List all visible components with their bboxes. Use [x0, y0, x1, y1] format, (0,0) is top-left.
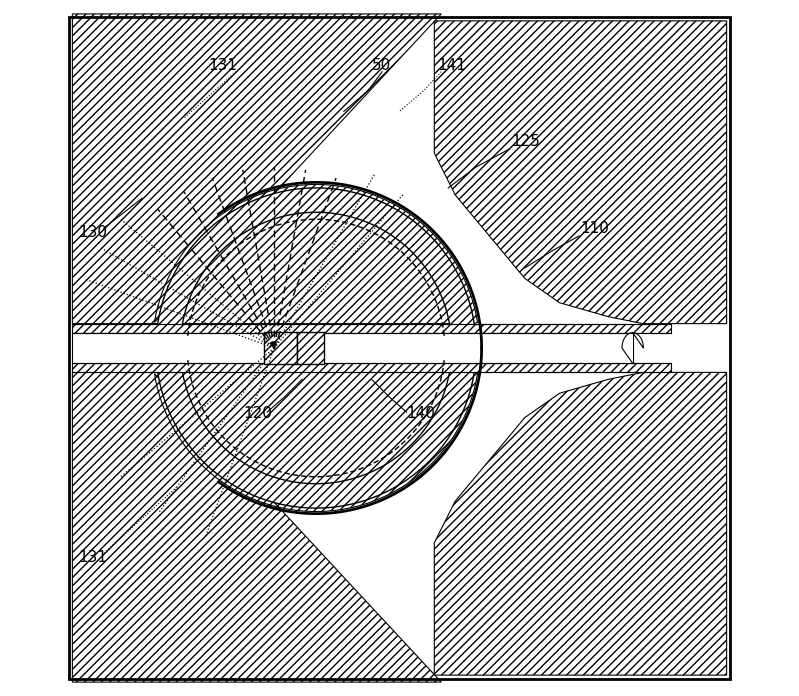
Bar	[264, 333, 297, 363]
Polygon shape	[435, 372, 726, 675]
Text: 131: 131	[208, 58, 237, 72]
Polygon shape	[73, 14, 478, 324]
Polygon shape	[73, 372, 478, 682]
Polygon shape	[73, 324, 671, 333]
Polygon shape	[157, 356, 475, 508]
Polygon shape	[73, 363, 671, 372]
Text: 50: 50	[372, 58, 391, 72]
Bar	[73, 333, 633, 363]
Text: 130: 130	[78, 225, 107, 239]
Text: 131: 131	[78, 550, 107, 564]
Text: 141: 141	[438, 58, 467, 72]
Bar	[297, 333, 324, 363]
Text: 120: 120	[243, 406, 272, 420]
Polygon shape	[435, 21, 726, 324]
Polygon shape	[157, 188, 475, 340]
Text: 125: 125	[511, 134, 540, 149]
Text: 110: 110	[580, 221, 610, 236]
Polygon shape	[622, 333, 643, 363]
Text: 140: 140	[407, 406, 435, 420]
